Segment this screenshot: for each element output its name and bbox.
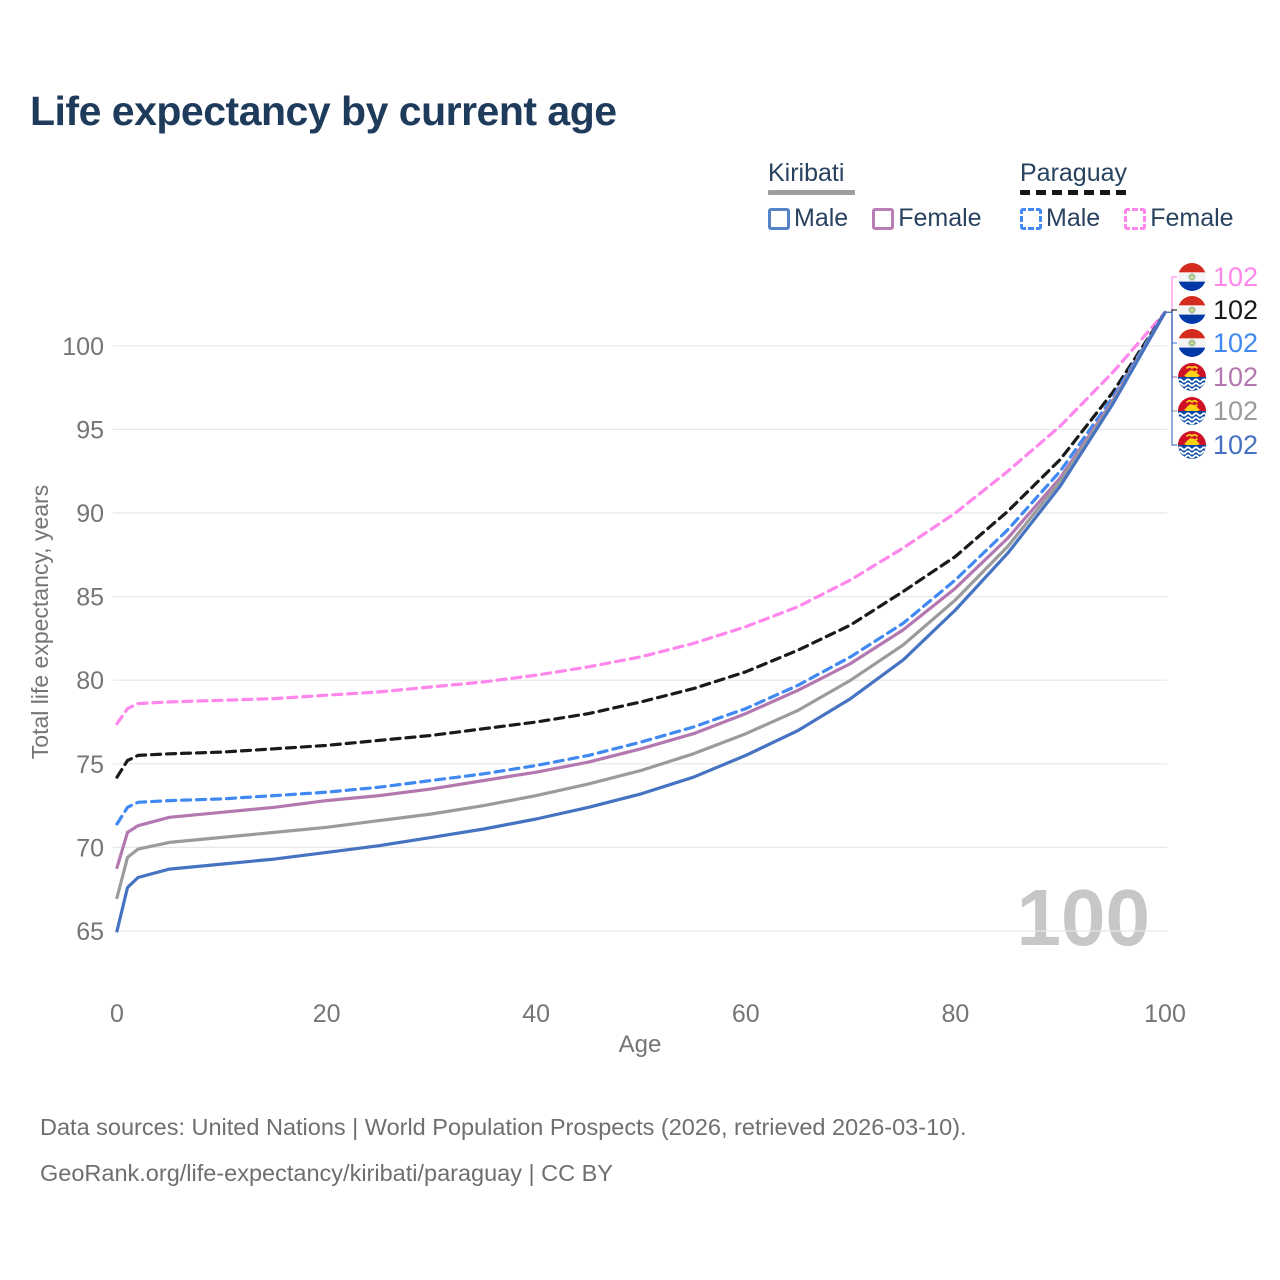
- end-value-label: 102: [1213, 362, 1258, 392]
- chart-canvas[interactable]: 100 65 70 75 80 85 90 95 100 0 20 40 60 80 100 Age Total…: [0, 0, 1280, 1080]
- end-label-connector: [1165, 311, 1177, 412]
- age-counter-watermark: 100: [1017, 873, 1150, 962]
- legend-item-label: Female: [1150, 204, 1234, 232]
- x-tick-label: 0: [110, 1000, 124, 1028]
- y-tick-label: 70: [76, 834, 104, 862]
- flag-icon-paraguay: [1178, 329, 1206, 357]
- y-tick-label: 65: [76, 918, 104, 946]
- footer-url-line: GeoRank.org/life-expectancy/kiribati/par…: [40, 1160, 613, 1186]
- series-line-paraguay[interactable]: [115, 310, 1167, 779]
- y-tick-label: 85: [76, 584, 104, 612]
- x-tick-label: 60: [732, 1000, 760, 1028]
- legend-item-label: Male: [1046, 204, 1101, 232]
- end-value-label: 102: [1213, 430, 1258, 460]
- flag-icon-paraguay: [1178, 296, 1206, 324]
- legend-item-paraguay-male[interactable]: Male: [1020, 204, 1100, 233]
- y-axis-tick-labels: 65 70 75 80 85 90 95 100: [62, 333, 104, 946]
- end-value-label: 102: [1213, 328, 1258, 358]
- flag-icon-kiribati: [1178, 363, 1206, 391]
- legend-group-kiribati-name: Kiribati: [768, 159, 845, 187]
- gridlines: [113, 345, 1167, 932]
- paraguay-female-checkbox[interactable]: [1124, 207, 1147, 230]
- series-lines: [115, 310, 1167, 933]
- x-tick-label: 80: [941, 1000, 969, 1028]
- end-value-label: 102: [1213, 295, 1258, 325]
- legend-group-paraguay-name: Paraguay: [1020, 159, 1128, 187]
- end-value-label: 102: [1213, 262, 1258, 292]
- series-line-kiribati-male[interactable]: [115, 310, 1167, 933]
- y-tick-label: 80: [76, 667, 104, 695]
- chart-title: Life expectancy by current age: [30, 88, 617, 134]
- x-tick-label: 100: [1144, 1000, 1186, 1028]
- legend-group-kiribati: Kiribati Male Female: [768, 158, 982, 233]
- footer-source-line: Data sources: United Nations | World Pop…: [40, 1114, 967, 1140]
- x-axis-tick-labels: 0 20 40 60 80 100: [110, 1000, 1186, 1028]
- flag-icon-paraguay: [1178, 263, 1206, 291]
- end-label-flags: [1178, 263, 1206, 459]
- y-tick-label: 90: [76, 500, 104, 528]
- end-label-connectors: [1165, 276, 1177, 446]
- x-tick-label: 20: [313, 1000, 341, 1028]
- y-tick-label: 100: [62, 333, 104, 361]
- flag-icon-kiribati: [1178, 397, 1206, 425]
- footer: Data sources: United Nations | World Pop…: [40, 1104, 967, 1196]
- legend-group-paraguay: Paraguay Male Female: [1020, 158, 1234, 233]
- series-line-paraguay-male[interactable]: [115, 310, 1167, 826]
- end-label-connector: [1165, 276, 1177, 314]
- legend-item-label: Female: [898, 204, 982, 232]
- x-axis-title: Age: [619, 1031, 662, 1058]
- kiribati-solid-line-swatch: [768, 190, 855, 195]
- legend-item-kiribati-male[interactable]: Male: [768, 204, 848, 233]
- end-label-connector: [1165, 311, 1177, 344]
- end-value-label: 102: [1213, 396, 1258, 426]
- series-line-paraguay-female[interactable]: [115, 310, 1167, 726]
- x-tick-label: 40: [522, 1000, 550, 1028]
- y-tick-label: 95: [76, 416, 104, 444]
- end-label-connector: [1165, 311, 1177, 446]
- end-label-connector: [1165, 311, 1177, 378]
- y-tick-label: 75: [76, 751, 104, 779]
- y-axis-title: Total life expectancy, years: [27, 485, 53, 759]
- kiribati-male-checkbox[interactable]: [768, 207, 790, 230]
- kiribati-female-checkbox[interactable]: [872, 207, 895, 230]
- paraguay-dashed-line-swatch: [1020, 190, 1127, 195]
- paraguay-male-checkbox[interactable]: [1020, 207, 1042, 230]
- legend-item-label: Male: [794, 204, 849, 232]
- flag-icon-kiribati: [1178, 431, 1206, 459]
- series-line-kiribati[interactable]: [115, 310, 1167, 900]
- legend-item-paraguay-female[interactable]: Female: [1124, 204, 1234, 233]
- legend-item-kiribati-female[interactable]: Female: [872, 204, 982, 233]
- series-line-kiribati-female[interactable]: [115, 310, 1167, 870]
